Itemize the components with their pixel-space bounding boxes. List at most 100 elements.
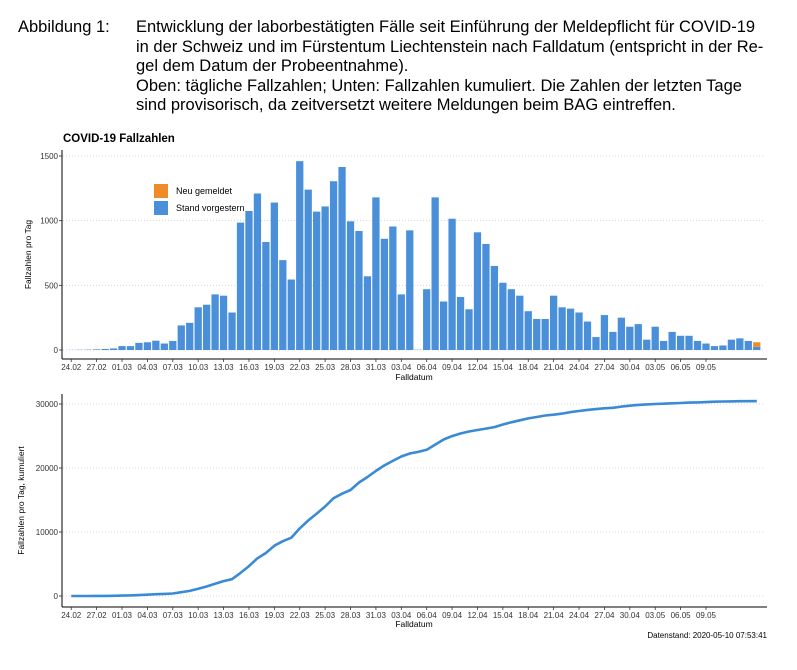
bar-stand-vorgestern — [152, 340, 160, 350]
x-tick-label: 19.03 — [264, 363, 285, 372]
x-tick-label: 27.04 — [594, 611, 615, 620]
x-tick-label: 09.05 — [696, 363, 717, 372]
bar-stand-vorgestern — [524, 311, 532, 350]
cumulative-line-chart: 0 10000 20000 30000 24.02 27.02 01.03 04.03 07.0… — [16, 394, 767, 629]
y-tick-label: 10000 — [36, 528, 59, 537]
x-tick-label: 27.02 — [87, 363, 108, 372]
y-axis-label: Fallzahlen pro Tag, kumuliert — [16, 446, 26, 555]
bar-stand-vorgestern — [710, 346, 719, 350]
bar-stand-vorgestern — [92, 349, 101, 350]
bar-stand-vorgestern — [516, 295, 524, 350]
y-tick-label: 20000 — [36, 464, 59, 473]
legend-swatch-neu — [154, 184, 168, 198]
bar-stand-vorgestern — [753, 346, 761, 350]
x-tick-label: 18.04 — [518, 363, 539, 372]
bar-stand-vorgestern — [143, 342, 152, 350]
bar-stand-vorgestern — [727, 339, 736, 350]
bar-stand-vorgestern — [507, 289, 515, 350]
bar-stand-vorgestern — [423, 289, 431, 350]
x-tick-label: 31.03 — [366, 363, 387, 372]
x-tick-label: 09.04 — [442, 611, 463, 620]
bar-stand-vorgestern — [101, 348, 109, 350]
x-tick-label: 15.04 — [493, 363, 514, 372]
bar-stand-vorgestern — [397, 294, 405, 350]
bar-stand-vorgestern — [719, 345, 727, 350]
bar-stand-vorgestern — [406, 230, 414, 350]
bar-stand-vorgestern — [118, 346, 126, 350]
x-tick-label: 01.03 — [112, 611, 133, 620]
caption-line: in der Schweiz und im Fürstentum Liechte… — [136, 37, 764, 56]
bar-stand-vorgestern — [304, 189, 312, 350]
x-axis-label: Falldatum — [395, 372, 432, 382]
y-tick-label: 500 — [45, 281, 59, 290]
x-tick-label: 12.04 — [467, 363, 488, 372]
bar-stand-vorgestern — [439, 301, 448, 350]
bar-stand-vorgestern — [693, 340, 702, 350]
x-tick-label: 15.04 — [493, 611, 514, 620]
x-tick-label: 12.04 — [467, 611, 488, 620]
bar-stand-vorgestern — [363, 276, 372, 350]
bar-stand-vorgestern — [660, 340, 668, 350]
y-tick-label: 0 — [54, 592, 59, 601]
x-tick-label: 28.03 — [341, 363, 362, 372]
bar-stand-vorgestern — [626, 326, 634, 350]
bar-stand-vorgestern — [668, 331, 676, 350]
x-tick-label: 06.05 — [671, 611, 692, 620]
x-tick-label: 27.04 — [594, 363, 615, 372]
y-tick-label: 1000 — [40, 217, 58, 226]
bar-stand-vorgestern — [262, 242, 270, 350]
y-tick-label: 30000 — [36, 400, 59, 409]
bar-stand-vorgestern — [499, 282, 507, 350]
bar-stand-vorgestern — [533, 318, 541, 350]
data-timestamp: Datenstand: 2020-05-10 07:53:41 — [647, 631, 767, 640]
bar-stand-vorgestern — [135, 342, 143, 350]
x-tick-label: 10.03 — [188, 611, 209, 620]
bar-stand-vorgestern — [177, 325, 185, 350]
bar-stand-vorgestern — [245, 210, 253, 350]
bar-stand-vorgestern — [321, 206, 329, 350]
x-tick-label: 24.04 — [569, 363, 590, 372]
bar-stand-vorgestern — [160, 343, 168, 350]
bar-stand-vorgestern — [355, 231, 363, 350]
bar-stand-vorgestern — [448, 218, 456, 350]
bar-stand-vorgestern — [473, 232, 482, 350]
y-axis-label: Fallzahlen pro Tag — [23, 220, 33, 290]
x-tick-label: 24.04 — [569, 611, 590, 620]
x-tick-label: 25.03 — [315, 611, 336, 620]
bar-stand-vorgestern — [651, 326, 659, 350]
bar-stand-vorgestern — [389, 226, 397, 350]
x-tick-label: 06.04 — [417, 611, 438, 620]
bar-stand-vorgestern — [203, 304, 211, 350]
bar-stand-vorgestern — [685, 335, 693, 350]
bar-stand-vorgestern — [126, 346, 135, 350]
bar-stand-vorgestern — [109, 348, 118, 350]
x-tick-label: 18.04 — [518, 611, 539, 620]
bar-stand-vorgestern — [702, 343, 710, 350]
bar-stand-vorgestern — [744, 340, 752, 350]
y-tick-label: 0 — [54, 346, 59, 355]
x-tick-label: 21.04 — [544, 363, 565, 372]
figure-label: Abbildung 1: — [18, 18, 110, 36]
bar-stand-vorgestern — [296, 161, 304, 350]
caption-line: Entwicklung der laborbestätigten Fälle s… — [136, 18, 756, 36]
x-tick-label: 13.03 — [214, 363, 235, 372]
x-tick-label: 09.05 — [696, 611, 717, 620]
bar-stand-vorgestern — [431, 197, 439, 350]
x-tick-label: 04.03 — [137, 363, 158, 372]
bar-stand-vorgestern — [643, 339, 651, 350]
x-tick-label: 10.03 — [188, 363, 209, 372]
bar-stand-vorgestern — [169, 340, 177, 350]
figure-description: Entwicklung der laborbestätigten Fälle s… — [136, 18, 776, 116]
bar-stand-vorgestern — [194, 307, 202, 350]
bar-stand-vorgestern — [634, 324, 642, 350]
x-tick-label: 06.05 — [671, 363, 692, 372]
bar-stand-vorgestern — [228, 312, 236, 350]
x-tick-label: 24.02 — [61, 363, 82, 372]
x-tick-label: 19.03 — [264, 611, 285, 620]
bar-stand-vorgestern — [372, 197, 380, 350]
x-tick-label: 30.04 — [620, 363, 641, 372]
bar-stand-vorgestern — [736, 338, 744, 350]
bar-stand-vorgestern — [236, 222, 245, 350]
bar-stand-vorgestern — [550, 295, 558, 350]
x-tick-label: 22.03 — [290, 611, 311, 620]
